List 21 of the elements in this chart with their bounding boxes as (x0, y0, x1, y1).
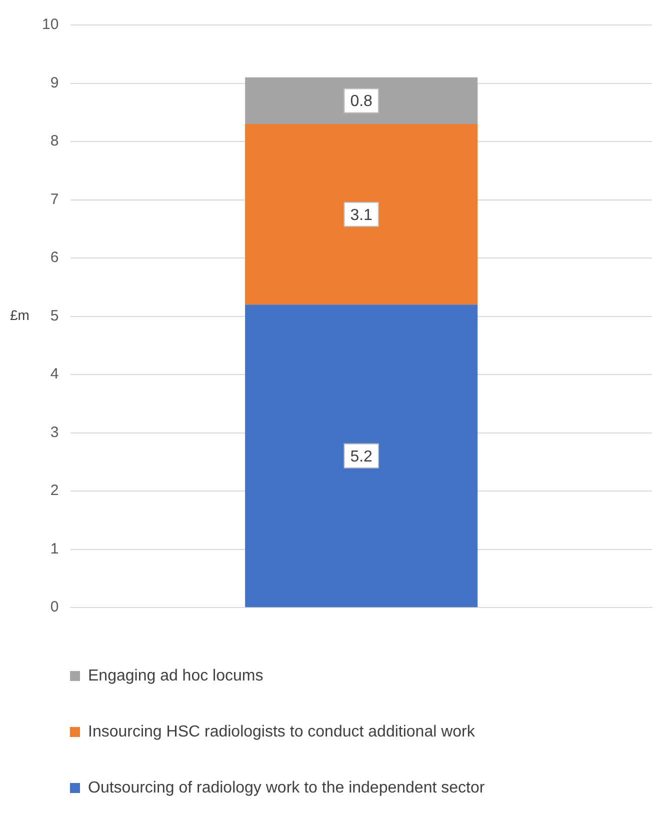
y-tick-label: 5 (50, 307, 59, 324)
y-axis-title: £m (10, 307, 30, 324)
y-tick-label: 10 (42, 16, 59, 34)
data-label: 3.1 (350, 206, 373, 224)
legend-label: Insourcing HSC radiologists to conduct additional work (88, 723, 476, 740)
y-tick-label: 7 (50, 190, 59, 208)
y-tick-label: 2 (50, 482, 59, 500)
bar (245, 77, 478, 124)
y-tick-label: 9 (50, 74, 59, 92)
y-tick-label: 3 (50, 424, 59, 441)
data-label: 0.8 (350, 93, 373, 110)
legend-label: Engaging ad hoc locums (88, 667, 264, 684)
bar (245, 304, 478, 608)
bar (245, 124, 478, 305)
y-tick-label: 8 (50, 132, 59, 150)
data-label: 5.2 (350, 448, 373, 466)
y-tick-label: 4 (50, 366, 59, 383)
y-tick-label: 6 (50, 249, 59, 266)
y-tick-label: 1 (50, 540, 59, 558)
y-tick-label: 0 (50, 598, 59, 616)
legend-label: Outsourcing of radiology work to the independent sector (88, 779, 486, 796)
